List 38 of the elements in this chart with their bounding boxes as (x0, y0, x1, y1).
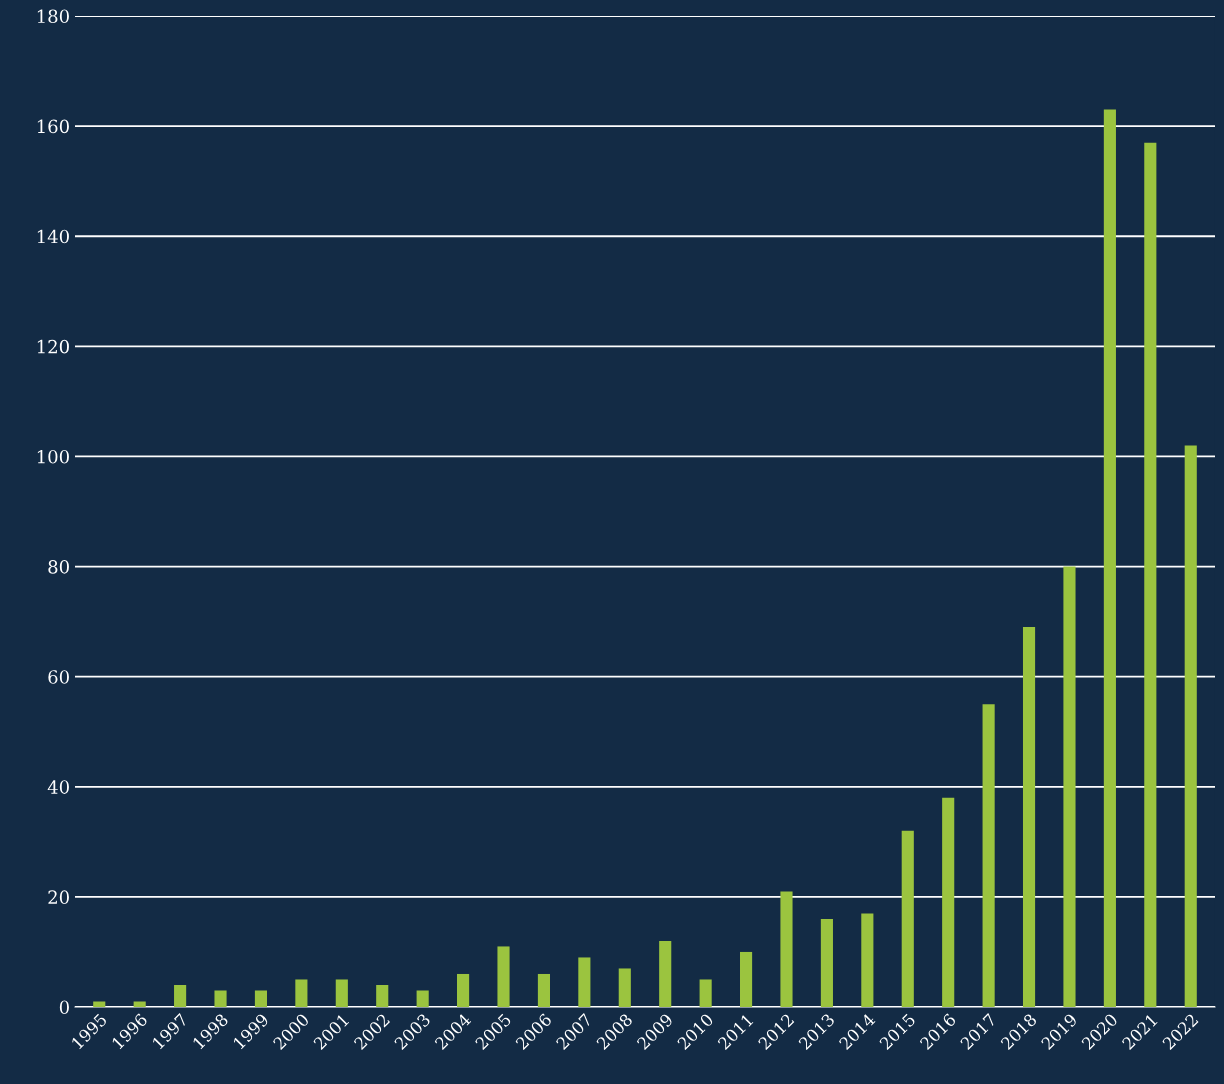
y-tick-label: 120 (37, 339, 69, 354)
bar (497, 946, 510, 1007)
y-tick-label: 40 (47, 780, 69, 794)
bar (376, 984, 389, 1007)
y-tick-label: 20 (48, 890, 69, 905)
bar (820, 918, 833, 1007)
y-tick-label: 100 (37, 449, 69, 464)
bar (578, 957, 591, 1007)
bar (254, 990, 268, 1007)
bar (780, 891, 793, 1007)
bar (618, 968, 631, 1007)
bar (457, 973, 470, 1007)
bar (214, 990, 227, 1007)
bar (861, 913, 874, 1007)
bar (335, 979, 348, 1007)
y-tick-label: 80 (48, 560, 69, 574)
bar (901, 830, 914, 1007)
bar (982, 704, 995, 1007)
y-tick-label: 0 (59, 1000, 69, 1015)
y-tick-label: 160 (37, 119, 69, 134)
y-tick-label: 180 (37, 9, 69, 24)
bar (1184, 445, 1197, 1007)
y-tick-label: 140 (37, 229, 69, 244)
bar (942, 797, 955, 1007)
bar (1103, 109, 1116, 1007)
bar (295, 979, 308, 1007)
bar (1063, 566, 1076, 1007)
bar (740, 951, 753, 1007)
bar (133, 1001, 146, 1007)
bar (174, 984, 187, 1007)
y-tick-label: 60 (48, 670, 69, 684)
bar (537, 973, 550, 1007)
bar (1144, 142, 1157, 1007)
bar (93, 1001, 106, 1007)
bar (699, 979, 712, 1007)
bar (1022, 627, 1036, 1007)
bar (416, 990, 429, 1007)
bar (659, 940, 672, 1007)
